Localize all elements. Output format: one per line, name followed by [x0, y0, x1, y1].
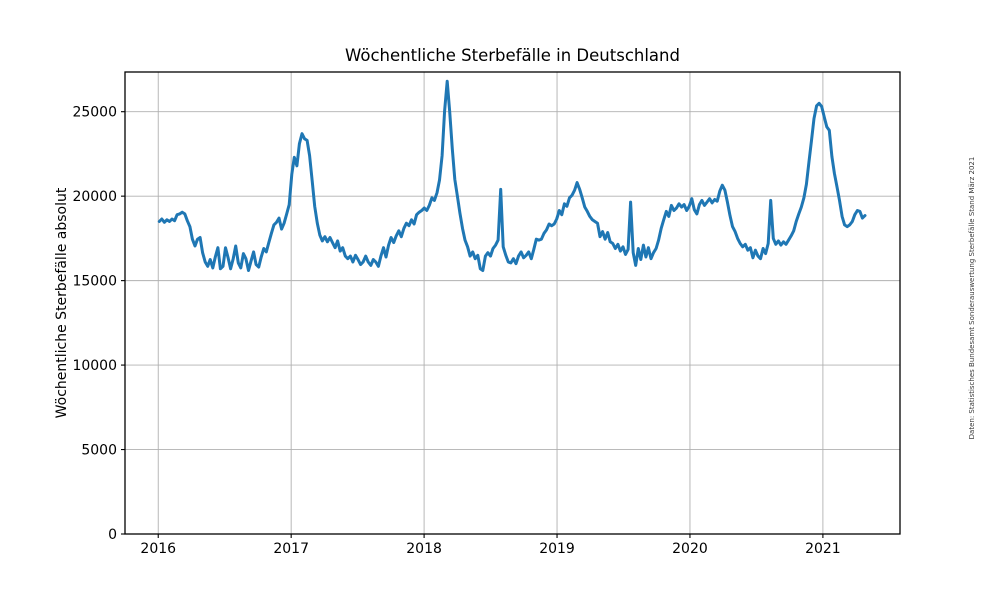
y-tick-label: 25000	[72, 105, 117, 121]
x-tick-label: 2017	[273, 541, 309, 557]
data-line-sterbefaelle	[157, 79, 867, 272]
x-tick-label: 2019	[539, 541, 575, 557]
y-tick-label: 5000	[81, 443, 117, 459]
x-tick-label: 2020	[672, 541, 708, 557]
y-tick-label: 20000	[72, 189, 117, 205]
y-tick-label: 15000	[72, 274, 117, 290]
source-caption: Daten: Statistisches Bundesamt Sonderaus…	[968, 156, 976, 440]
plot-frame	[124, 71, 901, 535]
x-tick-label: 2021	[805, 541, 841, 557]
x-tick-label: 2018	[406, 541, 442, 557]
y-axis-label: Wöchentliche Sterbefälle absolut	[54, 187, 70, 419]
chart-title: Wöchentliche Sterbefälle in Deutschland	[345, 46, 680, 65]
y-tick-label: 0	[108, 527, 117, 543]
x-tick-label: 2016	[140, 541, 176, 557]
y-tick-label: 10000	[72, 358, 117, 374]
